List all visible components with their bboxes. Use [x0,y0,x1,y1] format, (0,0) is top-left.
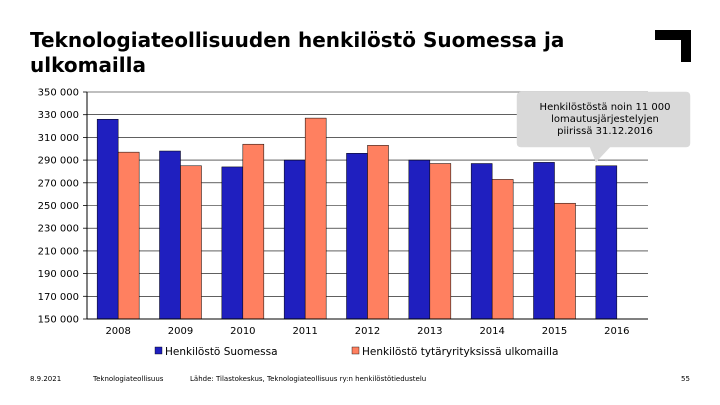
bar-abroad-2015 [554,202,576,320]
legend-swatch [154,346,163,355]
legend-swatch [351,346,360,355]
bar-finland-2013 [408,159,431,320]
bar-finland-2015 [533,162,555,320]
bar-abroad-2008 [117,151,140,320]
legend-label: Henkilöstö tytäryrityksissä ulkomailla [362,346,558,358]
callout-text-line: piirissä 31.12.2016 [557,126,653,137]
footer-date: 8.9.2021 [30,375,62,383]
callout-text-line: Henkilöstöstä noin 11 000 [540,102,671,113]
chart-annotation: Henkilöstöstä noin 11 000lomautusjärjest… [516,91,691,163]
x-tick-label: 2008 [105,326,130,337]
callout-text-line: lomautusjärjestelyjen [551,114,659,125]
chart-legend: Henkilöstö Suomessa Henkilöstö tytäryrity… [154,346,558,358]
bar-abroad-2012 [367,145,389,320]
x-tick-label: 2013 [417,326,442,337]
chart-bars [96,117,618,320]
x-tick-label: 2010 [230,326,255,337]
brand-logo [655,30,691,62]
bar-finland-2011 [283,159,306,320]
y-tick-label: 150 000 [38,315,79,326]
bar-abroad-2014 [491,179,514,320]
y-tick-label: 210 000 [38,246,79,257]
bar-abroad-2010 [242,143,265,320]
footer-source: Lähde: Tilastokeskus, Teknologiateollisu… [190,375,427,383]
x-tick-label: 2011 [292,326,317,337]
bar-finland-2008 [96,118,119,320]
x-tick-label: 2014 [479,326,504,337]
y-tick-label: 170 000 [38,292,79,303]
callout-bubble [516,91,691,163]
bar-finland-2009 [159,150,181,320]
legend-label: Henkilöstö Suomessa [165,346,278,358]
slide-title: Teknologiateollisuuden henkilöstö Suomes… [30,28,565,77]
bar-finland-2012 [346,153,368,320]
y-tick-label: 230 000 [38,224,79,235]
bar-abroad-2013 [429,163,452,320]
y-tick-label: 330 000 [38,110,79,121]
x-tick-label: 2009 [168,326,193,337]
bar-finland-2016 [595,165,618,320]
y-tick-label: 190 000 [38,269,79,280]
bar-finland-2014 [470,163,493,320]
y-tick-label: 290 000 [38,156,79,167]
chart-axes: 150 000 170 000 190 000 210 000 230 000 250 0… [38,88,648,337]
y-tick-label: 350 000 [38,88,79,99]
page-number: 55 [681,375,690,383]
bar-abroad-2009 [180,165,202,320]
x-tick-label: 2016 [604,326,629,337]
y-tick-label: 310 000 [38,133,79,144]
footer-org: Teknologiateollisuus [93,375,164,383]
x-tick-label: 2015 [542,326,567,337]
y-tick-label: 250 000 [38,201,79,212]
x-tick-label: 2012 [355,326,380,337]
bar-abroad-2011 [304,117,327,320]
bar-finland-2010 [221,166,244,320]
y-tick-label: 270 000 [38,178,79,189]
